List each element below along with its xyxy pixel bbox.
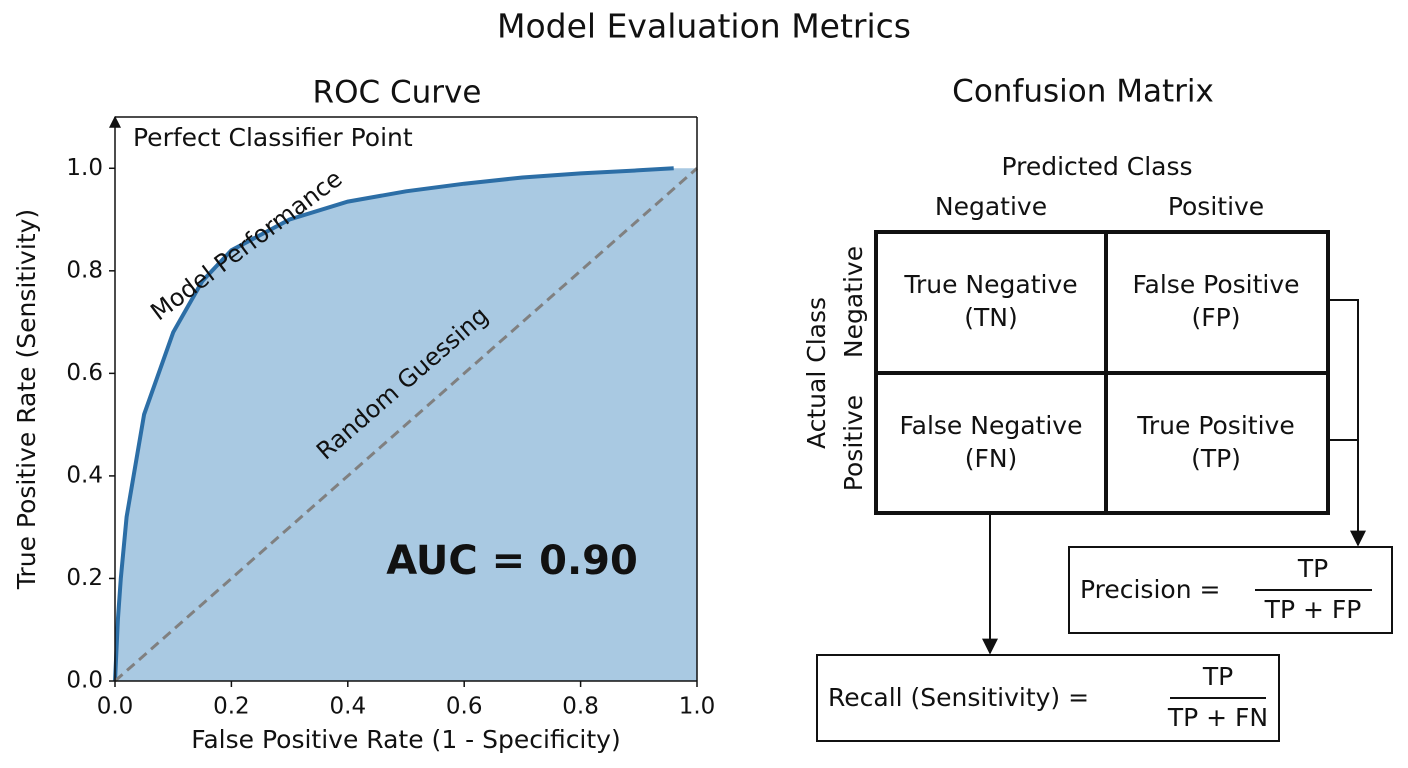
actual-label: Actual Class <box>802 297 831 449</box>
numerator: TP <box>1297 554 1328 583</box>
x-tick-label: 0.4 <box>330 694 367 720</box>
predicted-label: Predicted Class <box>1001 152 1192 181</box>
y-tick-label: 0.8 <box>66 257 103 283</box>
x-tick-label: 0.0 <box>97 694 134 720</box>
numerator: TP <box>1202 662 1233 691</box>
annotation: Perfect Classifier Point <box>133 123 413 152</box>
formula-label: Recall (Sensitivity) = <box>828 683 1089 712</box>
bracket <box>1328 299 1359 441</box>
x-axis-label: False Positive Rate (1 - Specificity) <box>191 725 620 754</box>
row-label: Negative <box>839 246 868 358</box>
x-tick-label: 1.0 <box>679 694 716 720</box>
y-tick-label: 0.0 <box>66 668 103 694</box>
y-tick-label: 0.6 <box>66 360 103 386</box>
column-label: Positive <box>1168 192 1264 221</box>
x-tick-label: 0.6 <box>446 694 483 720</box>
cell-name: False Negative <box>900 411 1083 440</box>
denominator: TP + FP <box>1264 595 1362 624</box>
y-axis-label: True Positive Rate (Sensitivity) <box>12 209 41 590</box>
cell-name: True Negative <box>903 270 1077 299</box>
annotation: AUC = 0.90 <box>386 538 638 584</box>
row-label: Positive <box>839 395 868 491</box>
cell-abbr: (FN) <box>965 444 1018 473</box>
x-tick-label: 0.2 <box>213 694 250 720</box>
cell-abbr: (FP) <box>1192 303 1241 332</box>
figure-title: Model Evaluation Metrics <box>497 7 911 46</box>
series-line <box>114 167 698 683</box>
y-tick-label: 1.0 <box>66 155 103 181</box>
chart-title: ROC Curve <box>313 75 482 111</box>
roc-chart: ROC Curve False Positive Rate (1 - Speci… <box>12 75 715 755</box>
cell-name: True Positive <box>1136 411 1294 440</box>
y-tick-label: 0.4 <box>66 462 103 488</box>
cell-name: False Positive <box>1132 270 1299 299</box>
formula-label: Precision = <box>1080 575 1220 604</box>
cell-abbr: (TP) <box>1191 444 1241 473</box>
y-tick-label: 0.2 <box>66 565 103 591</box>
cell-abbr: (TN) <box>964 303 1017 332</box>
column-label: Negative <box>935 192 1047 221</box>
x-tick-label: 0.8 <box>562 694 599 720</box>
matrix-title: Confusion Matrix <box>952 74 1214 110</box>
confusion-matrix: Confusion Matrix Predicted Class Negativ… <box>802 74 1393 742</box>
denominator: TP + FN <box>1167 703 1268 732</box>
series-line <box>113 166 674 682</box>
